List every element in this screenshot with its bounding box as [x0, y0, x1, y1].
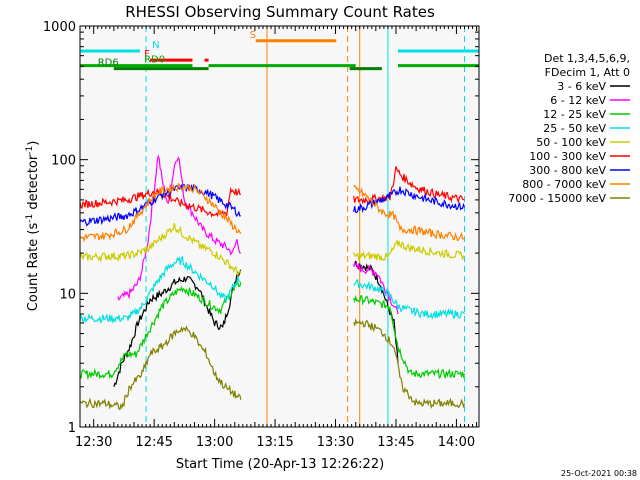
legend: Det 1,3,4,5,6,9,FDecim 1, Att 03 - 6 keV…: [508, 52, 630, 205]
series-100-300-kev: [79, 166, 465, 218]
flag-label-rd0: RD0: [144, 55, 165, 66]
flag-label-f: F: [144, 49, 150, 60]
series-line: [79, 186, 241, 218]
series-300-800-kev: [79, 183, 466, 227]
series-line: [353, 239, 465, 262]
flag-label-rd6: RD6: [98, 58, 119, 69]
series-7000-15000-kev: [79, 317, 466, 411]
x-tick-label: 12:45: [135, 435, 172, 450]
series-25-50-kev: [79, 255, 465, 325]
series-line: [79, 222, 242, 277]
legend-entry-label: 100 - 300 keV: [529, 150, 606, 163]
legend-entry-label: 800 - 7000 keV: [522, 178, 606, 191]
flag-label-s: S: [250, 30, 256, 41]
legend-entry-label: 25 - 50 keV: [543, 122, 606, 135]
series-line: [79, 182, 242, 243]
series-layer: [79, 154, 466, 411]
legend-entry-label: 7000 - 15000 keV: [508, 192, 606, 205]
series-50-100-kev: [79, 222, 465, 277]
series-6-12-kev: [117, 154, 399, 315]
y-tick-label: 1: [68, 421, 76, 436]
series-line: [353, 279, 465, 320]
series-line: [353, 294, 466, 380]
y-axis-label: Count Rate (s-1 detector-1): [25, 141, 41, 312]
series-line: [79, 255, 242, 325]
x-tick-label: 13:30: [317, 435, 354, 450]
x-tick-label: 13:00: [196, 435, 233, 450]
legend-entry-label: 50 - 100 keV: [536, 136, 606, 149]
series-line: [353, 317, 466, 409]
series-line: [79, 325, 242, 411]
y-tick-label: 100: [51, 154, 76, 169]
chart-title: RHESSI Observing Summary Count Rates: [125, 3, 435, 21]
x-tick-label: 13:15: [256, 435, 293, 450]
x-tick-label: 13:45: [377, 435, 414, 450]
x-tick-label: 12:30: [75, 435, 112, 450]
legend-entry-label: 6 - 12 keV: [550, 94, 606, 107]
y-tick-label: 1000: [43, 20, 76, 35]
series-line: [353, 261, 399, 315]
legend-header: FDecim 1, Att 0: [545, 66, 630, 79]
series-line: [353, 166, 465, 205]
plot-area: [80, 26, 479, 427]
legend-entry-label: 12 - 25 keV: [543, 108, 606, 121]
series-line: [353, 184, 465, 242]
series-line: [79, 183, 241, 227]
legend-entry-label: 300 - 800 keV: [529, 164, 606, 177]
series-line: [113, 269, 242, 387]
vertical-markers: [145, 26, 465, 427]
flag-label-n: N: [152, 40, 159, 51]
series-line: [117, 154, 242, 301]
date-stamp: 25-Oct-2021 00:38: [561, 469, 637, 478]
legend-entry-label: 3 - 6 keV: [557, 80, 606, 93]
y-tick-label: 10: [59, 287, 76, 302]
axes: 12:30 12:45 13:00 13:15 13:30 13:45 14:00 1000 1…: [43, 20, 480, 450]
series-800-7000-kev: [79, 182, 465, 243]
series-12-25-kev: [79, 281, 466, 380]
x-axis-label: Start Time (20-Apr-13 12:26:22): [176, 457, 384, 472]
series-line: [79, 281, 242, 380]
series-line: [353, 186, 466, 214]
legend-header: Det 1,3,4,5,6,9,: [544, 52, 630, 65]
x-tick-label: 14:00: [438, 435, 475, 450]
